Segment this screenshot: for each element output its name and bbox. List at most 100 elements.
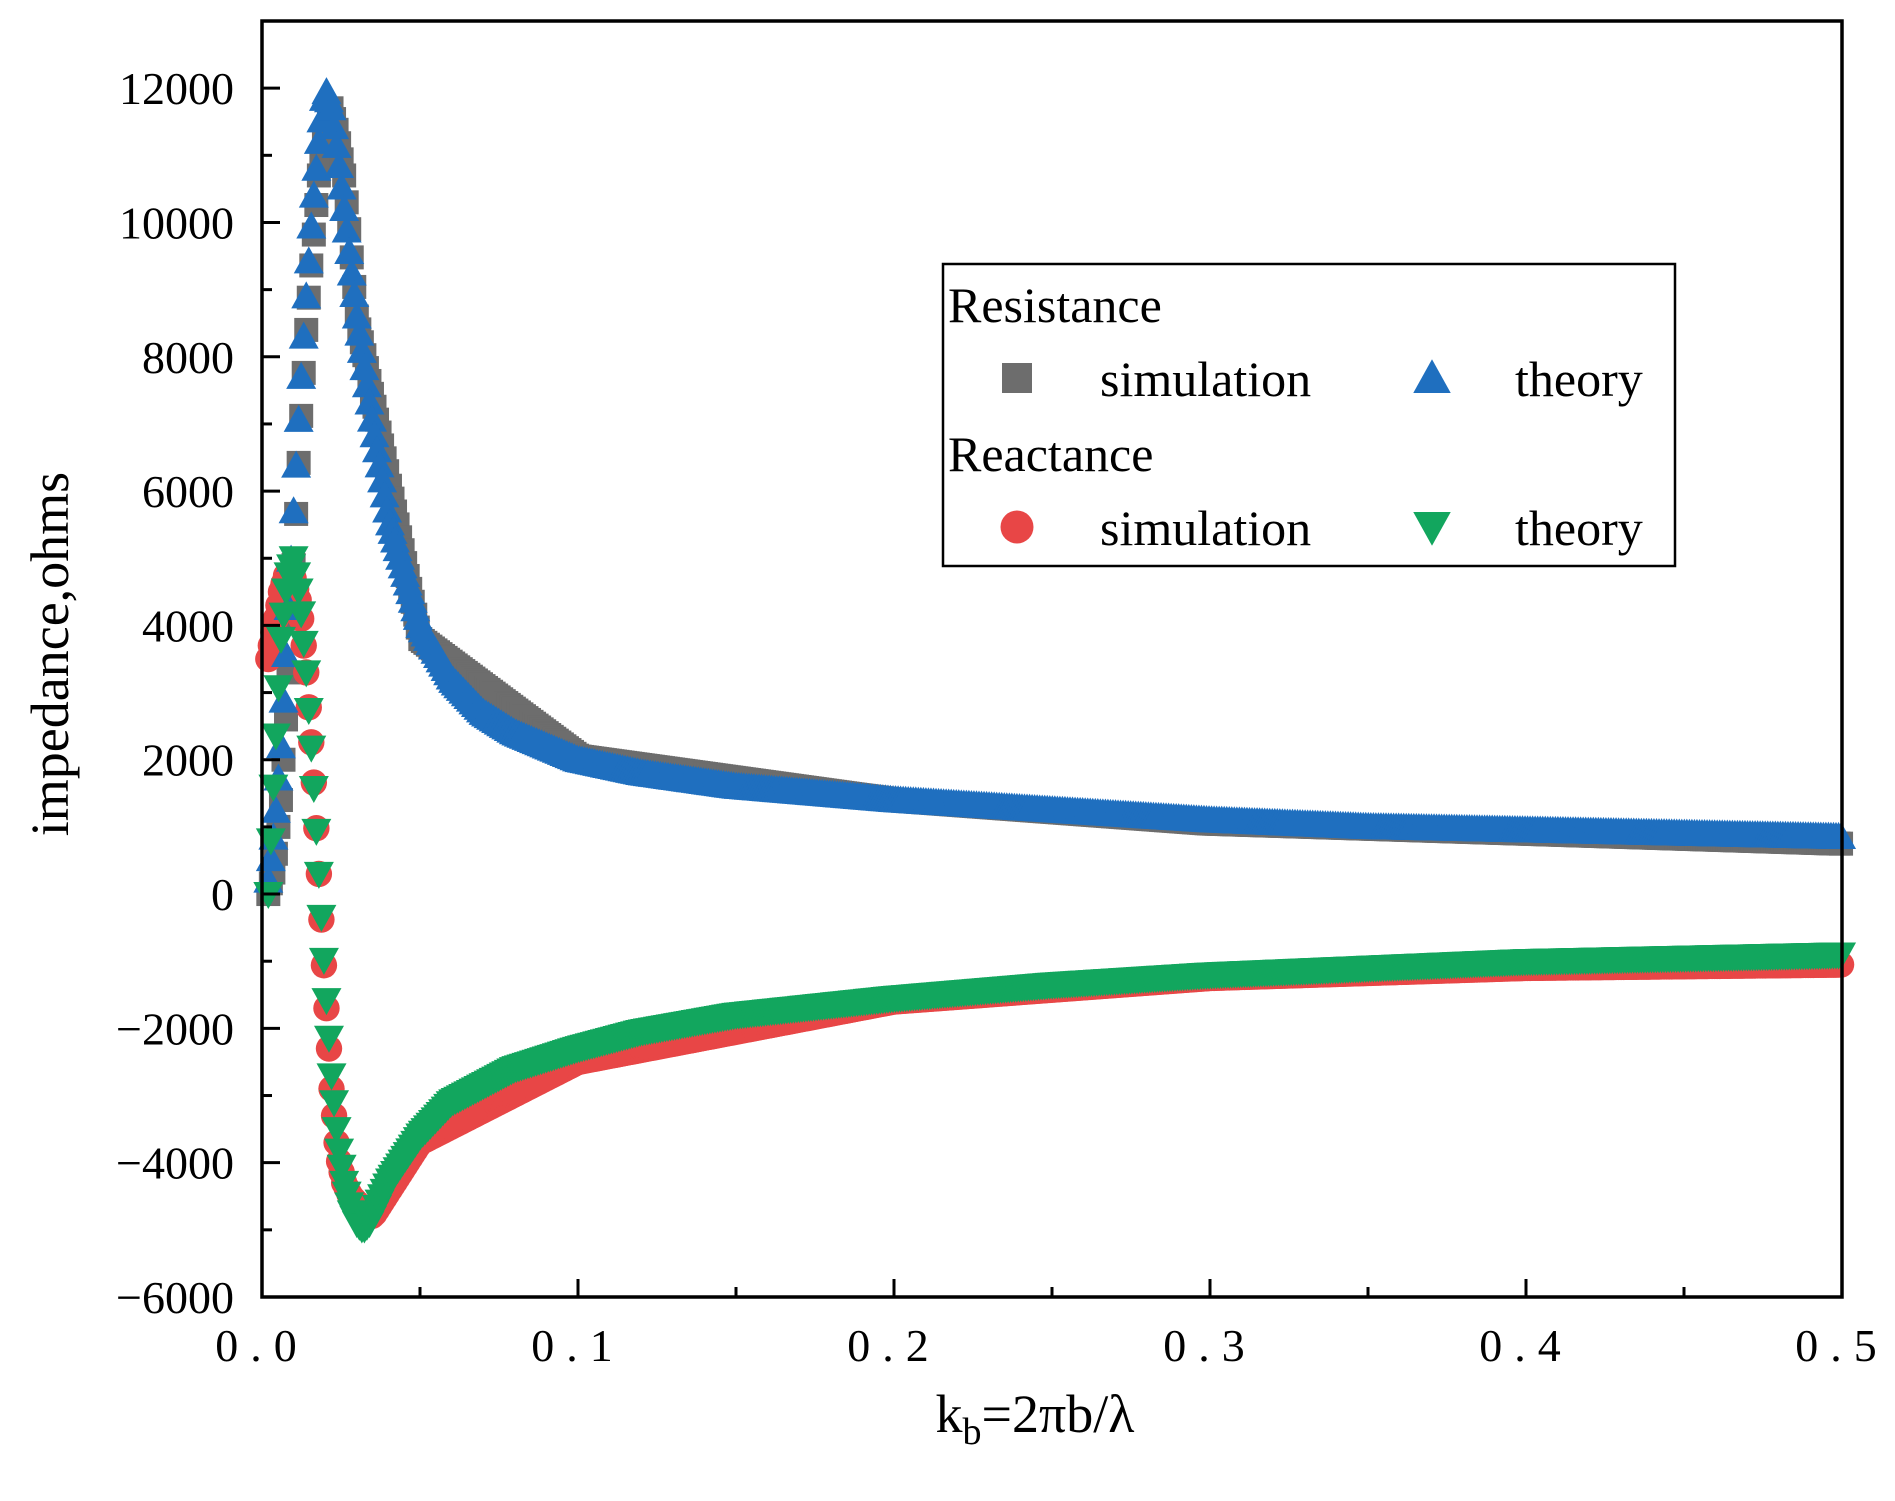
y-axis-title: impedance,ohms [20, 472, 80, 836]
data-point [313, 1025, 344, 1053]
x-tick-label: 0.2 [847, 1320, 941, 1371]
data-point [268, 685, 299, 713]
series-resistance-theory [253, 77, 1857, 893]
data-point [354, 387, 385, 415]
data-point [260, 795, 291, 823]
data-point [319, 1090, 350, 1118]
data-point [362, 435, 393, 463]
data-point [288, 630, 319, 658]
y-tick-label: −4000 [116, 1138, 234, 1189]
data-point [308, 947, 339, 975]
x-tick-label: 0.4 [1479, 1320, 1573, 1371]
y-tick-label: 4000 [142, 600, 234, 651]
data-point [344, 318, 375, 346]
data-point [278, 496, 309, 524]
data-point [321, 1117, 352, 1145]
data-point [321, 130, 352, 158]
legend: Resistance simulation theory Reactance simul… [941, 262, 1677, 568]
x-tick-label: 0.3 [1163, 1320, 1257, 1371]
y-tick-label: 8000 [142, 332, 234, 383]
data-point [336, 258, 367, 286]
data-point [278, 546, 309, 574]
data-point [263, 675, 294, 703]
x-tick-label: 0.0 [215, 1320, 309, 1371]
data-point [364, 450, 395, 478]
legend-marker-resistance-theory [1413, 359, 1451, 393]
data-point [286, 601, 317, 629]
data-point [306, 904, 337, 932]
data-point [303, 126, 334, 154]
data-point [326, 172, 357, 200]
data-point [271, 639, 302, 667]
data-point [291, 281, 322, 309]
data-point [334, 237, 365, 265]
x-axis: 0.0 0.1 0.2 0.3 0.4 0.5 [215, 1279, 1889, 1371]
data-point [316, 1063, 347, 1091]
data-point [339, 280, 370, 308]
data-point [372, 495, 403, 523]
data-point [293, 246, 324, 274]
data-point [324, 1138, 355, 1166]
data-point [319, 112, 350, 140]
data-point [356, 404, 387, 432]
y-tick-label: −6000 [116, 1272, 234, 1323]
data-point [326, 1154, 357, 1182]
data-point [329, 194, 360, 222]
legend-marker-resistance-simulation [1002, 363, 1032, 393]
legend-label: theory [1515, 351, 1643, 407]
data-point [341, 301, 372, 329]
data-point [288, 321, 319, 349]
data-point [349, 353, 380, 381]
y-tick-label: 0 [211, 869, 234, 920]
data-point [351, 370, 382, 398]
axes: −6000 −4000 −2000 0 2000 4000 6000 8000 10000 120… [116, 19, 1889, 1371]
legend-box [941, 262, 1677, 568]
legend-group-title: Resistance [948, 277, 1162, 333]
legend-marker-reactance-simulation [1000, 510, 1034, 544]
x-tick-label: 0.1 [531, 1320, 625, 1371]
data-point [331, 215, 362, 243]
y-tick-label: 10000 [119, 197, 234, 248]
legend-label: simulation [1100, 500, 1311, 556]
data-point [359, 420, 390, 448]
legend-label: simulation [1100, 351, 1311, 407]
y-axis: −6000 −4000 −2000 0 2000 4000 6000 8000 10000 120… [116, 19, 280, 1323]
data-point [283, 578, 314, 606]
data-point [293, 698, 324, 726]
x-axis-title: kb=2πb/λ [936, 1384, 1135, 1453]
data-point [367, 465, 398, 493]
data-point [281, 450, 312, 478]
data-point [258, 774, 289, 802]
data-point [283, 404, 314, 432]
y-tick-label: 12000 [119, 63, 234, 114]
series-reactance-theory [253, 546, 1857, 1244]
data-point [316, 93, 347, 121]
legend-label: theory [1515, 500, 1643, 556]
data-point [298, 775, 329, 803]
legend-group-title: Reactance [948, 426, 1153, 482]
data-point [281, 562, 312, 590]
data-point [265, 626, 296, 654]
x-axis-title-subscript: b [963, 1411, 982, 1453]
data-point [301, 818, 332, 846]
data-point [346, 335, 377, 363]
x-tick-label: 0.5 [1795, 1320, 1889, 1371]
data-point [301, 153, 332, 181]
data-point [303, 861, 334, 889]
data-point [265, 731, 296, 759]
data-point [296, 735, 327, 763]
x-axis-title-base: k [936, 1384, 963, 1444]
data-point [260, 723, 291, 751]
data-point [286, 361, 317, 389]
data-point [369, 480, 400, 508]
data-point [324, 151, 355, 179]
data-point [311, 988, 342, 1016]
data-layer [253, 77, 1857, 1244]
y-tick-label: 2000 [142, 735, 234, 786]
legend-marker-reactance-theory [1413, 512, 1451, 546]
y-tick-label: −2000 [116, 1003, 234, 1054]
data-point [291, 660, 322, 688]
x-axis-title-rest: =2πb/λ [982, 1384, 1135, 1444]
y-tick-label: 6000 [142, 466, 234, 517]
